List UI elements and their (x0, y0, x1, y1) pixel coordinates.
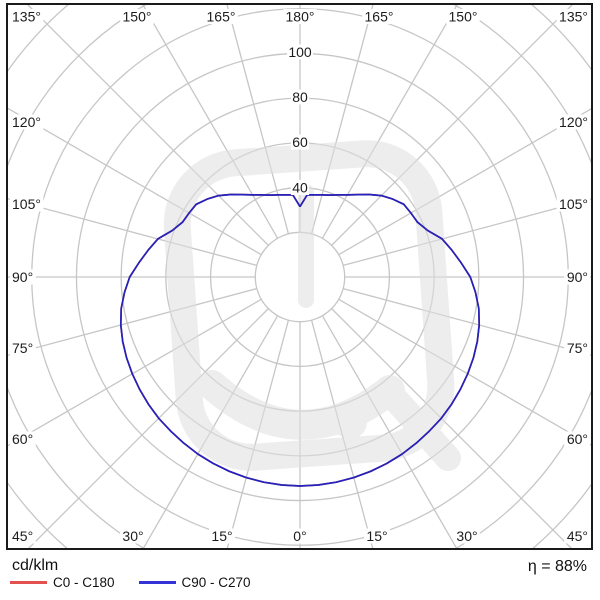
grid-spoke-330 (142, 315, 279, 549)
grid-spoke-210 (141, 4, 279, 239)
grid-spoke-225 (26, 4, 269, 246)
radial-tick-40: 40 (292, 180, 308, 196)
angle-label-top-165-chip (204, 9, 238, 24)
radial-tick-100: 100 (288, 44, 312, 60)
grid-spoke-255 (7, 197, 257, 267)
legend-item-c0-c180: C0 - C180 (10, 575, 115, 590)
angle-label-bottom-45-chip (564, 528, 590, 544)
angle-label-right-120-chip (556, 114, 590, 130)
angle-label-bottom-0: 0° (293, 528, 306, 544)
angle-label-bottom-15: 15° (366, 528, 387, 544)
grid-spoke-120 (338, 107, 592, 256)
angle-label-left-105: 105° (12, 196, 41, 212)
grid-spoke-300 (7, 298, 262, 447)
angle-label-top-165: 165° (365, 9, 394, 25)
angle-label-left-60: 60° (12, 431, 33, 447)
angle-label-top-135-chip (10, 9, 44, 24)
curve-c90-c270 (119, 193, 481, 487)
angle-label-bottom-15: 15° (211, 528, 232, 544)
angle-label-bottom-45: 45° (12, 528, 33, 544)
legend-swatch-c90-c270 (138, 581, 176, 584)
watermark-dot (333, 405, 367, 439)
angle-label-top-180-chip (283, 9, 317, 24)
grid-spoke-105 (343, 198, 592, 267)
legend-label-c90-c270: C90 - C270 (181, 575, 251, 590)
grid-spoke-315 (27, 308, 269, 549)
radial-tick-60-chip (290, 134, 310, 150)
angle-label-top-150: 150° (449, 9, 478, 25)
angle-label-bottom-15-chip (364, 528, 390, 544)
legend-label-c0-c180: C0 - C180 (53, 575, 115, 590)
angle-label-left-120: 120° (12, 114, 41, 130)
grid-spoke-15 (310, 320, 374, 549)
angle-label-right-75: 75° (567, 340, 588, 356)
grid-spoke-45 (331, 308, 573, 549)
angle-label-bottom-30: 30° (456, 528, 477, 544)
watermark-smile (197, 370, 405, 440)
grid-spoke-150 (321, 4, 459, 239)
angle-label-left-120-chip (10, 114, 44, 130)
grid-spoke-75 (343, 287, 592, 356)
grid-spoke-195 (226, 4, 290, 234)
angle-label-bottom-45-chip (10, 528, 36, 544)
efficiency-label: η = 88% (527, 558, 587, 575)
angle-label-right-60: 60° (567, 431, 588, 447)
angle-label-left-75-chip (10, 340, 36, 356)
angle-label-left-60-chip (10, 431, 36, 447)
grid-spoke-60 (338, 298, 592, 447)
watermark-tail (385, 389, 461, 471)
angle-label-left-90-chip (10, 269, 36, 285)
radial-tick-80-chip (290, 89, 310, 105)
angle-label-bottom-30: 30° (122, 528, 143, 544)
angle-label-right-120: 120° (559, 114, 588, 130)
grid-spoke-135 (331, 4, 574, 246)
angle-label-right-105: 105° (559, 196, 588, 212)
angle-label-top-165: 165° (207, 9, 236, 25)
angle-label-bottom-0-chip (290, 528, 310, 544)
radial-tick-40-chip (290, 180, 310, 195)
angle-label-top-135: 135° (12, 9, 41, 25)
angle-label-right-60-chip (564, 431, 590, 447)
angle-label-right-90: 90° (567, 269, 588, 285)
watermark-outline (163, 140, 455, 471)
angle-label-top-135-chip (556, 9, 590, 24)
grid-spoke-285 (7, 287, 257, 357)
radial-tick-80: 80 (292, 89, 308, 105)
plot-frame (6, 3, 593, 550)
angle-label-top-150: 150° (123, 9, 152, 25)
angle-label-right-105-chip (556, 196, 590, 212)
angle-label-top-150-chip (446, 9, 480, 24)
unit-label: cd/klm (12, 557, 59, 574)
angle-label-top-150-chip (120, 9, 154, 24)
angle-label-left-105-chip (10, 196, 44, 212)
angle-label-right-90-chip (564, 269, 590, 285)
legend-item-c90-c270: C90 - C270 (138, 575, 251, 590)
grid-spoke-30 (321, 315, 458, 549)
watermark-logo (163, 140, 461, 471)
angle-label-left-90: 90° (12, 269, 33, 285)
radial-tick-60: 60 (292, 134, 308, 150)
legend: C0 - C180 C90 - C270 (10, 575, 251, 590)
angle-label-top-180: 180° (286, 9, 315, 25)
angle-label-right-75-chip (564, 340, 590, 356)
angle-label-left-75: 75° (12, 340, 33, 356)
grid-spoke-345 (226, 320, 290, 549)
axis-labels: 135° 150° 165° 180° 165° 150° 135° 45° 30° 15° 0° 1… (10, 9, 590, 544)
angle-label-bottom-30-chip (454, 528, 480, 544)
angle-label-bottom-45: 45° (567, 528, 588, 544)
grid-spoke-165 (310, 4, 374, 234)
angle-label-top-135: 135° (559, 9, 588, 25)
angle-label-bottom-30-chip (120, 528, 146, 544)
legend-swatch-c0-c180 (10, 581, 47, 584)
radial-tick-100-chip (287, 44, 313, 60)
angle-label-top-165-chip (362, 9, 396, 24)
angle-label-bottom-15-chip (209, 528, 235, 544)
grid-spoke-240 (7, 107, 262, 256)
